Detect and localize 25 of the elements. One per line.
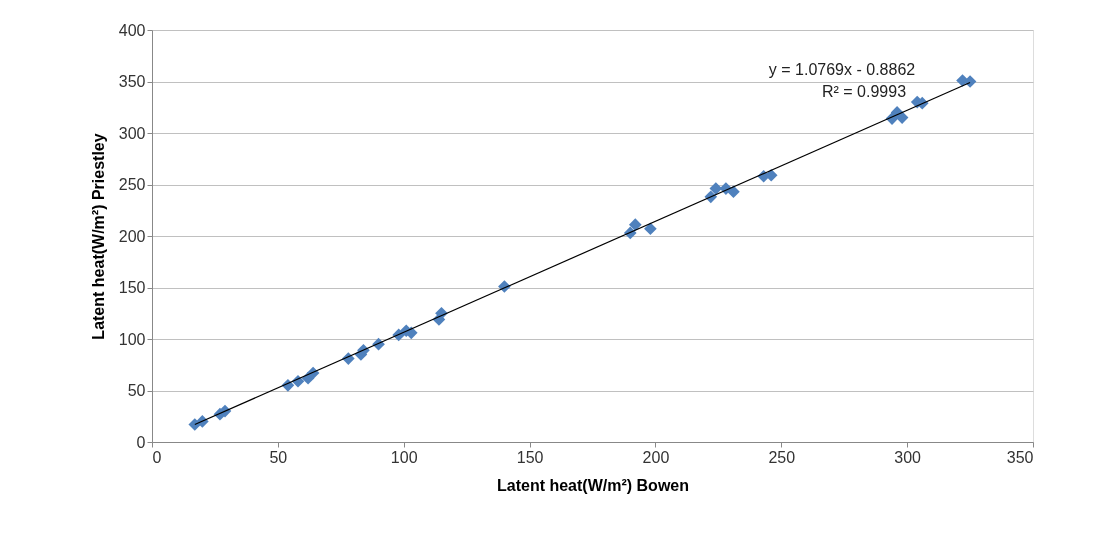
- x-tick-label: 300: [894, 448, 922, 466]
- annotation: y = 1.0769x - 0.8862: [768, 61, 916, 78]
- point: [709, 182, 723, 195]
- point: [628, 218, 642, 231]
- y-tick-label: 400: [118, 21, 146, 39]
- point: [727, 185, 740, 199]
- x-tick-label: 100: [390, 448, 418, 466]
- x-tick-label: 350: [1006, 448, 1034, 466]
- x-tick-label: 200: [642, 448, 670, 466]
- y-tick-label: 50: [127, 382, 146, 399]
- x-tick-label: 150: [516, 448, 544, 466]
- y-tick-label: 200: [118, 227, 146, 245]
- x-axis-title: Latent heat(W/m²) Bowen: [497, 476, 689, 494]
- y-tick-label: 100: [118, 330, 146, 348]
- y-tick-label: 300: [118, 124, 146, 142]
- x-tick-label: 0: [152, 448, 162, 466]
- y-tick-label: 150: [118, 279, 146, 296]
- y-tick-label: 350: [118, 73, 146, 90]
- x-tick-label: 250: [768, 448, 796, 466]
- point: [644, 222, 657, 236]
- y-tick-label: 0: [136, 433, 146, 451]
- y-axis-title: Latent heat(W/m²) Priestley: [89, 133, 107, 340]
- annotation: R² = 0.9993: [821, 83, 907, 100]
- y-tick-label: 250: [118, 176, 146, 193]
- x-tick-label: 50: [269, 448, 288, 466]
